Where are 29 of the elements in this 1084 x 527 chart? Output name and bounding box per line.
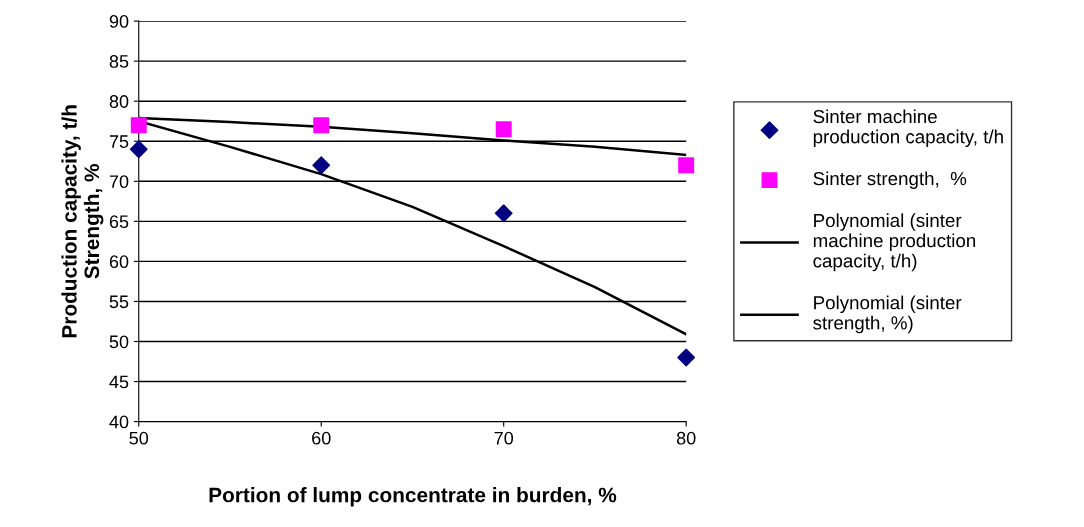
y-tick-label: 45: [109, 375, 129, 389]
y-tick-label: 50: [109, 335, 129, 349]
y-tick-label: 80: [109, 95, 129, 108]
point: [312, 156, 331, 175]
legend-label: Sinter strength, %: [813, 171, 967, 189]
x-tick-label: 50: [129, 431, 149, 445]
point: [678, 157, 695, 174]
point: [494, 204, 513, 223]
y-tick-label: 70: [109, 175, 129, 189]
point: [495, 121, 512, 138]
y-tick-label: 40: [109, 415, 129, 429]
point: [313, 117, 330, 134]
x-tick-label: 70: [494, 431, 514, 445]
y-tick-label: 90: [109, 15, 129, 28]
y-tick-label: 55: [109, 295, 129, 309]
x-tick-label: 80: [676, 431, 696, 445]
x-axis-title: Portion of lump concentrate in burden, %: [209, 487, 617, 507]
point: [130, 117, 147, 134]
legend-label: Polynomial (sinter machine production capacity, t/h): [813, 213, 976, 272]
y-tick-label: 85: [109, 55, 129, 68]
x-tick-label: 60: [312, 431, 331, 445]
y-tick-label: 60: [109, 255, 129, 269]
y-axis-title: Production capacity, t/h Strength, %: [61, 105, 104, 338]
y-tick-label: 65: [109, 215, 129, 229]
y-tick-label: 75: [109, 135, 129, 148]
legend-label: Sinter machine production capacity, t/h: [813, 109, 1003, 148]
point: [677, 348, 696, 367]
legend-label: Polynomial (sinter strength, %): [813, 295, 962, 334]
point: [129, 140, 148, 159]
